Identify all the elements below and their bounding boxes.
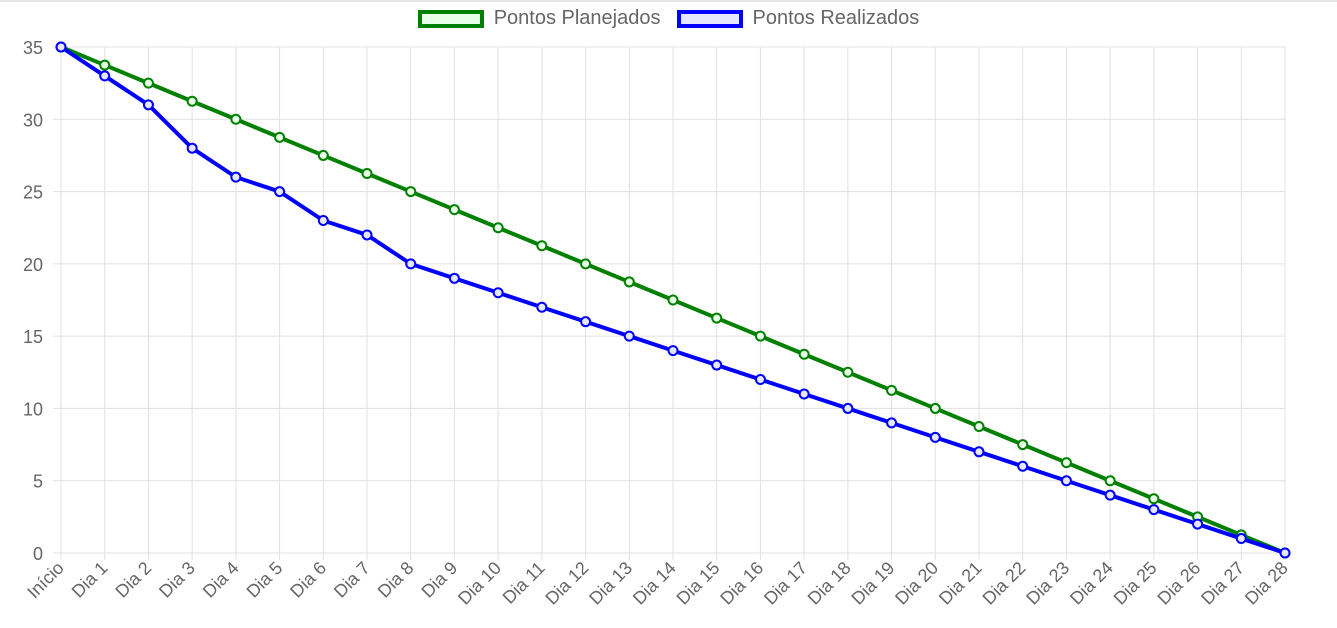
x-tick-label: Dia 2	[111, 558, 155, 602]
x-tick-label: Dia 1	[68, 558, 112, 602]
y-tick-label: 25	[23, 183, 43, 203]
data-point-0	[361, 168, 373, 179]
data-point-1	[405, 258, 417, 270]
x-tick-label: Dia 11	[499, 558, 549, 608]
data-point-1	[536, 301, 548, 313]
legend-item-planned[interactable]: Pontos Planejados	[417, 7, 661, 30]
data-point-1	[448, 272, 460, 284]
y-tick-label: 20	[23, 255, 43, 275]
data-point-0	[317, 149, 329, 161]
x-tick-label: Dia 10	[454, 558, 505, 609]
data-point-0	[1060, 457, 1072, 469]
x-tick-label: Dia 13	[585, 558, 636, 609]
legend-item-actual[interactable]: Pontos Realizados	[676, 7, 920, 30]
x-tick-label: Dia 28	[1241, 558, 1292, 609]
data-point-0	[405, 186, 417, 198]
x-tick-label: Dia 25	[1110, 558, 1161, 609]
data-point-0	[929, 402, 941, 414]
y-tick-label: 15	[23, 327, 43, 347]
data-point-1	[1192, 518, 1204, 530]
x-tick-label: Dia 19	[847, 558, 898, 609]
data-point-1	[317, 214, 329, 226]
data-point-0	[580, 258, 592, 270]
x-tick-label: Dia 26	[1153, 558, 1204, 609]
data-point-1	[973, 446, 985, 458]
data-point-1	[711, 359, 723, 371]
y-tick-label: 30	[23, 110, 43, 130]
data-point-1	[1279, 547, 1291, 559]
data-point-1	[842, 402, 854, 414]
x-tick-label: Dia 17	[760, 558, 811, 609]
data-point-0	[842, 366, 854, 378]
data-point-1	[1104, 489, 1116, 501]
x-tick-label: Início	[23, 558, 68, 603]
data-point-1	[623, 330, 635, 342]
data-point-0	[274, 131, 286, 143]
data-point-0	[142, 77, 154, 89]
x-tick-label: Dia 18	[804, 558, 855, 609]
data-point-1	[667, 345, 679, 357]
x-tick-label: Dia 8	[374, 558, 418, 602]
data-point-1	[99, 70, 111, 82]
x-tick-label: Dia 15	[673, 558, 724, 609]
data-point-0	[1017, 439, 1029, 451]
x-tick-label: Dia 21	[935, 558, 986, 609]
data-point-1	[1235, 533, 1247, 545]
y-tick-label: 10	[23, 399, 43, 419]
data-point-0	[1104, 475, 1116, 487]
data-point-1	[580, 316, 592, 328]
data-point-0	[798, 348, 810, 360]
data-point-0	[99, 59, 111, 71]
y-tick-label: 5	[33, 472, 43, 492]
data-point-1	[754, 374, 766, 386]
data-point-0	[623, 276, 635, 288]
legend-label-actual: Pontos Realizados	[752, 7, 920, 29]
x-tick-label: Dia 22	[979, 558, 1030, 609]
legend-label-planned: Pontos Planejados	[493, 7, 661, 29]
data-point-0	[973, 421, 985, 432]
chart-legend: Pontos Planejados Pontos Realizados	[0, 7, 1337, 30]
x-tick-label: Dia 6	[286, 558, 330, 602]
x-tick-label: Dia 4	[199, 558, 243, 602]
data-point-0	[230, 113, 242, 125]
x-tick-label: Dia 7	[330, 558, 374, 602]
data-point-1	[1060, 475, 1072, 487]
legend-swatch-actual	[676, 9, 743, 28]
x-tick-label: Dia 23	[1022, 558, 1073, 609]
data-point-0	[886, 384, 898, 396]
data-point-1	[230, 171, 242, 183]
data-point-1	[274, 186, 286, 198]
data-point-1	[142, 99, 154, 111]
data-point-0	[448, 204, 460, 216]
x-tick-label: Dia 16	[716, 558, 767, 609]
data-point-1	[361, 229, 373, 241]
x-tick-label: Dia 14	[629, 558, 680, 609]
data-point-0	[492, 222, 504, 234]
x-tick-label: Dia 20	[891, 558, 942, 609]
data-point-0	[667, 294, 679, 306]
data-point-0	[754, 330, 766, 342]
data-point-1	[798, 388, 810, 400]
data-point-0	[1148, 493, 1160, 505]
data-point-0	[186, 95, 198, 107]
y-tick-label: 0	[33, 544, 43, 564]
data-point-1	[492, 287, 504, 299]
legend-swatch-planned	[417, 9, 484, 28]
data-point-1	[886, 417, 898, 429]
data-point-1	[55, 41, 67, 53]
data-point-1	[929, 431, 941, 443]
data-point-1	[1017, 460, 1029, 472]
data-point-1	[186, 142, 198, 154]
data-point-0	[536, 240, 548, 252]
x-tick-label: Dia 3	[155, 558, 199, 602]
x-tick-label: Dia 24	[1066, 558, 1117, 609]
data-point-0	[711, 312, 723, 324]
x-tick-label: Dia 12	[541, 558, 592, 609]
y-tick-label: 35	[23, 38, 43, 58]
top-divider	[0, 0, 1337, 2]
x-tick-label: Dia 5	[243, 558, 287, 602]
data-point-1	[1148, 504, 1160, 516]
x-tick-label: Dia 27	[1197, 558, 1248, 609]
